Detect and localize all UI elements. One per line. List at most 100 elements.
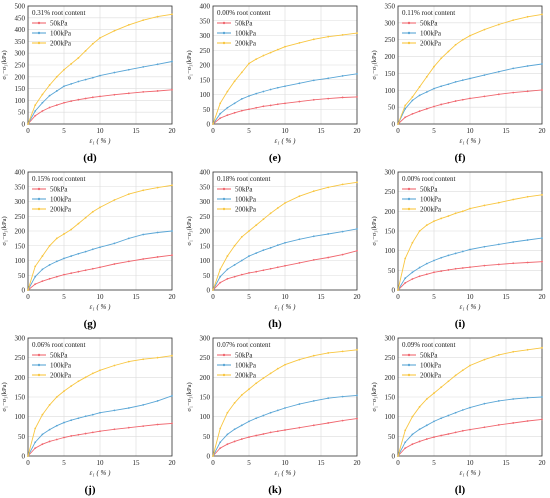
legend-label: 50kPa [235,186,253,194]
legend-marker [37,31,41,35]
data-point [142,65,145,68]
y-tick-label: 100 [200,91,211,99]
data-point [284,241,286,244]
y-tick-label: 400 [15,26,26,34]
data-point [248,255,250,257]
x-tick-label: 10 [282,293,290,301]
y-tick-label: 200 [200,374,211,382]
data-point [312,190,315,193]
legend-marker [407,207,411,211]
panel-letter: (i) [454,318,466,330]
data-point [483,245,486,248]
x-axis-label: ε₁ ( % ) [460,303,482,311]
data-point [440,256,443,259]
data-point [418,266,421,269]
data-point [142,91,145,93]
data-point [276,48,279,51]
data-point [142,233,145,236]
data-point [327,97,330,100]
data-point [454,431,457,434]
data-point [233,111,236,114]
data-point [483,204,486,207]
y-tick-label: 50 [18,433,26,441]
data-point [99,36,101,39]
y-tick-label: 350 [15,183,26,191]
y-tick-label: 300 [15,198,26,206]
data-point [483,402,486,405]
data-point [262,269,265,272]
data-point [418,94,421,97]
data-point [41,433,44,436]
legend-label: 50kPa [420,186,438,194]
series-line [397,194,543,291]
legend-label: 200kPa [50,206,72,214]
data-point [461,369,464,372]
y-tick-label: 250 [385,354,396,362]
data-point [483,74,486,77]
chart-svg: 0 50 100 150 200 250 300 0 5 10 15 20 σ₁−σ₃(kPa) ε₁ (… [371,335,546,478]
data-point [483,28,486,31]
data-point [77,417,80,420]
y-tick-label: 300 [385,19,396,27]
data-point [327,256,330,259]
data-point [48,264,51,266]
data-point [483,358,486,361]
legend-label: 50kPa [50,352,68,360]
data-point [411,271,414,274]
x-tick-label: 5 [62,459,66,467]
data-point [541,237,543,239]
y-tick-label: 300 [385,335,396,343]
data-point [63,101,65,104]
data-point [219,275,222,278]
y-axis-label: σ₁−σ₃(kPa) [371,50,378,79]
data-point [262,249,265,252]
data-point [127,193,130,196]
data-point [433,271,435,274]
data-point [461,429,464,432]
data-point [341,34,344,36]
data-point [418,275,421,278]
data-point [312,235,315,238]
data-point [269,411,272,414]
data-point [425,424,428,427]
data-point [298,403,301,405]
data-point [312,98,315,101]
data-point [226,443,229,446]
y-tick-label: 100 [200,257,211,265]
data-point [113,409,116,412]
y-tick-label: 300 [200,335,211,343]
legend-marker [222,187,226,191]
panel-letter: (d) [83,152,97,164]
x-tick-label: 20 [539,293,547,301]
y-tick-label: 150 [385,70,396,78]
data-point [127,426,130,429]
data-point [219,112,222,115]
data-point [512,198,515,201]
data-point [526,65,529,67]
chart-panel: 0 50 100 150 200 250 300 350 400 0 5 10 15 20 σ₁−σ₃(kP… [185,166,365,332]
data-point [447,433,450,435]
x-tick-label: 5 [62,293,66,301]
data-point [284,264,286,267]
data-point [34,427,37,430]
data-point [447,101,450,104]
x-tick-label: 20 [169,127,177,135]
data-point [255,270,258,273]
y-tick-label: 150 [385,394,396,402]
data-point [70,82,73,85]
x-tick-label: 0 [26,127,30,135]
data-point [113,263,116,265]
chart-svg: 0 50 100 150 200 250 300 0 5 10 15 20 σ₁−σ₃(kPa) ε₁ (… [186,335,361,478]
data-point [41,110,44,112]
data-point [127,23,130,26]
data-point [512,241,515,243]
data-point [404,447,407,450]
data-point [469,364,471,367]
chart-panel: 0 50 100 150 200 250 300 350 400 0 5 10 15 20 σ₁−σ₃(kP… [185,0,365,166]
legend-label: 100kPa [50,196,72,204]
legend-marker [37,373,41,377]
series-line [397,13,543,125]
data-point [512,91,515,94]
x-tick-label: 0 [26,293,30,301]
